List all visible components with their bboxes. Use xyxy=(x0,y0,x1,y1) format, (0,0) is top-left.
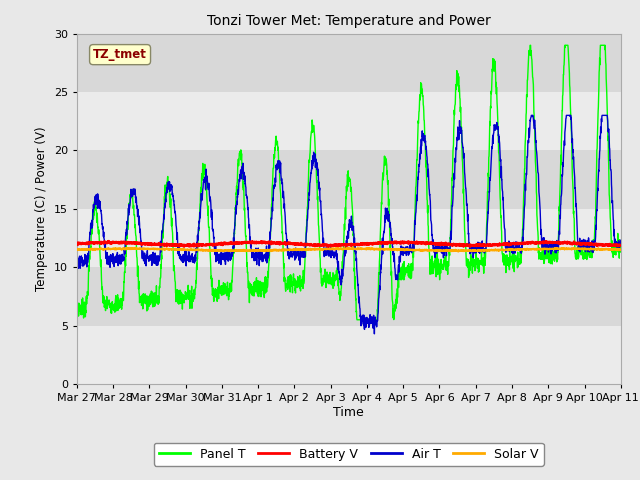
Y-axis label: Temperature (C) / Power (V): Temperature (C) / Power (V) xyxy=(35,127,48,291)
Bar xyxy=(77,325,621,384)
Bar xyxy=(77,92,621,150)
Text: TZ_tmet: TZ_tmet xyxy=(93,48,147,61)
Title: Tonzi Tower Met: Temperature and Power: Tonzi Tower Met: Temperature and Power xyxy=(207,14,491,28)
Bar xyxy=(77,150,621,209)
Bar xyxy=(77,209,621,267)
Legend: Panel T, Battery V, Air T, Solar V: Panel T, Battery V, Air T, Solar V xyxy=(154,443,544,466)
X-axis label: Time: Time xyxy=(333,406,364,419)
Bar xyxy=(77,267,621,325)
Bar xyxy=(77,34,621,92)
